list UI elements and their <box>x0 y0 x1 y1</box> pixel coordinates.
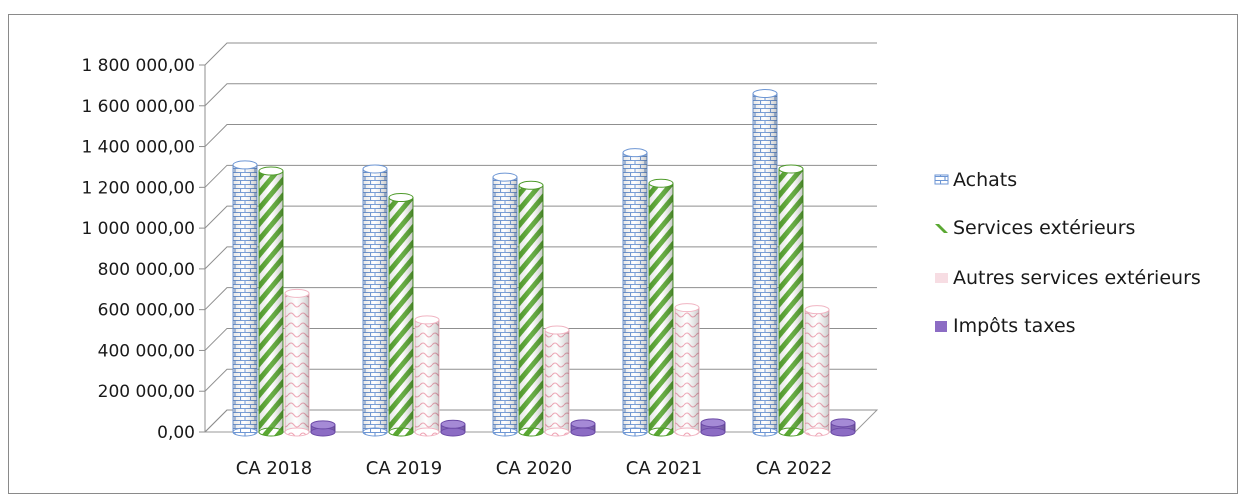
bar-2-2 <box>544 325 570 437</box>
y-tick-label: 200 000,00 <box>98 382 195 402</box>
bar-2-0 <box>284 288 310 437</box>
x-tick-label: CA 2022 <box>756 458 832 479</box>
gridline <box>204 124 877 147</box>
bar-0-4 <box>752 89 778 437</box>
bar-1-2 <box>518 180 544 437</box>
legend-item-0: Achats <box>934 169 1017 191</box>
bar-0-1 <box>362 164 388 437</box>
x-tick-label: CA 2021 <box>626 458 702 479</box>
y-tick-label: 1 600 000,00 <box>81 97 195 117</box>
legend-label: Autres services extérieurs <box>953 267 1201 289</box>
y-tick-label: 1 800 000,00 <box>81 56 195 76</box>
legend-label: Achats <box>953 169 1017 191</box>
legend-swatch <box>935 273 948 283</box>
y-tick-label: 1 000 000,00 <box>81 219 195 239</box>
legend-item-2: Autres services extérieurs <box>935 267 1201 289</box>
bar-3-0 <box>310 420 336 437</box>
bar-1-0 <box>258 166 284 437</box>
legend-swatch <box>935 321 947 332</box>
y-tick-label: 800 000,00 <box>98 260 195 280</box>
legend-item-1: Services extérieurs <box>935 217 1135 239</box>
bar-2-1 <box>414 315 440 437</box>
bar-2-3 <box>674 303 700 437</box>
bar-1-3 <box>648 178 674 437</box>
bar-3-4 <box>830 418 856 437</box>
gridline <box>204 83 877 107</box>
legend-swatch <box>935 224 948 233</box>
bar-3-2 <box>570 419 596 437</box>
y-tick-label: 1 200 000,00 <box>81 178 195 198</box>
y-tick-label: 0,00 <box>157 423 195 443</box>
bar-2-4 <box>804 305 830 437</box>
gridline <box>204 164 877 188</box>
legend-item-3: Impôts taxes <box>935 315 1076 337</box>
gridline <box>204 42 877 66</box>
bar-3-1 <box>440 419 466 437</box>
bar-1-4 <box>778 164 804 437</box>
legend-swatch <box>934 174 949 185</box>
x-tick-label: CA 2019 <box>366 458 442 479</box>
bar-0-0 <box>232 160 258 437</box>
bar-3-3 <box>700 418 726 437</box>
bar-1-1 <box>388 193 414 437</box>
bar-0-3 <box>622 148 648 437</box>
x-tick-label: CA 2020 <box>496 458 572 479</box>
x-tick-label: CA 2018 <box>236 458 312 479</box>
bar-0-2 <box>492 172 518 437</box>
y-tick-label: 1 400 000,00 <box>81 138 195 158</box>
y-tick-label: 600 000,00 <box>98 301 195 321</box>
y-tick-label: 400 000,00 <box>98 341 195 361</box>
legend-label: Services extérieurs <box>953 217 1135 239</box>
legend-label: Impôts taxes <box>953 315 1076 337</box>
